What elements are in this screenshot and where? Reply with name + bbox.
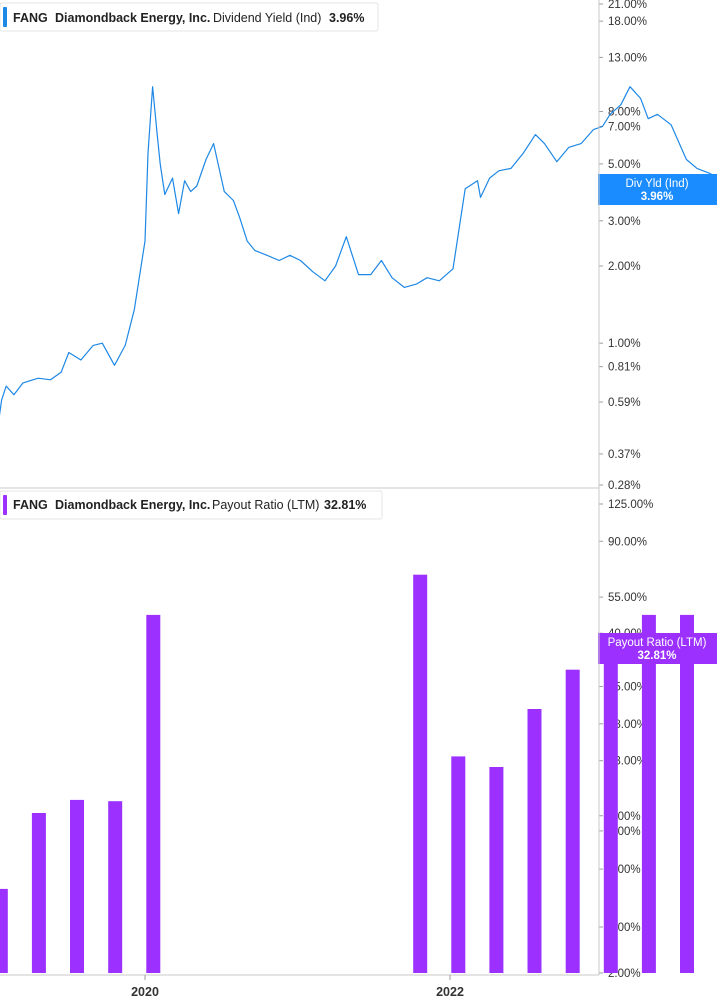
badge-background [598, 174, 717, 205]
payout-bar [0, 888, 8, 973]
payout-ratio-panel: 125.00%90.00%55.00%40.00%25.00%18.00%13.… [0, 490, 717, 980]
y-tick-label: 21.00% [608, 0, 647, 11]
legend-swatch [3, 495, 7, 515]
y-tick-label: 125.00% [608, 499, 653, 511]
payout-bar [31, 813, 46, 973]
legend-metric: Dividend Yield (Ind) [213, 11, 321, 25]
x-axis: 202020222024 [131, 975, 464, 999]
legend-box [0, 490, 383, 520]
legend-box [0, 2, 379, 32]
y-tick-label: 0.37% [608, 449, 641, 461]
legend-company: Diamondback Energy, Inc. [55, 11, 210, 25]
y-tick-label: 1.00% [608, 338, 641, 350]
x-tick-label: 2020 [131, 985, 159, 999]
y-tick-label: 55.00% [608, 592, 647, 604]
badge-background [598, 633, 717, 664]
y-tick-label: 2.00% [608, 261, 641, 273]
y-tick-label: 0.81% [608, 362, 641, 374]
badge-label: Div Yld (Ind) [625, 178, 688, 190]
badge-value: 32.81% [637, 650, 676, 662]
payout-ratio-badge: Payout Ratio (LTM) 32.81% [598, 633, 717, 664]
legend-ticker: FANG [13, 11, 48, 25]
y-tick-label: 0.59% [608, 397, 641, 409]
payout-bar [413, 574, 428, 973]
payout-bar [70, 799, 84, 973]
dividend-yield-badge: Div Yld (Ind) 3.96% [598, 174, 717, 205]
payout-bar [451, 756, 466, 973]
y-tick-label: 90.00% [608, 536, 647, 548]
payout-ratio-bars [0, 574, 694, 973]
payout-bar [108, 801, 123, 973]
payout-bar [603, 648, 618, 973]
payout-ratio-legend: FANG Diamondback Energy, Inc. Payout Rat… [0, 490, 383, 520]
legend-value: 3.96% [329, 11, 364, 25]
x-tick-label: 2022 [436, 985, 464, 999]
dividend-yield-line [0, 86, 717, 416]
y-tick-label: 3.00% [608, 216, 641, 228]
badge-label: Payout Ratio (LTM) [608, 637, 707, 649]
legend-swatch [3, 7, 7, 27]
legend-company: Diamondback Energy, Inc. [55, 498, 210, 512]
y-tick-label: 18.00% [608, 16, 647, 28]
payout-bar [641, 614, 656, 973]
dividend-yield-legend: FANG Diamondback Energy, Inc. Dividend Y… [0, 2, 379, 32]
legend-value: 32.81% [324, 498, 366, 512]
y-tick-label: 13.00% [608, 52, 647, 64]
payout-bar [527, 709, 542, 973]
y-tick-label: 5.00% [608, 159, 641, 171]
payout-bar [489, 767, 504, 973]
badge-value: 3.96% [641, 191, 674, 203]
payout-bar [680, 614, 694, 973]
dividend-yield-panel: 21.00%18.00%13.00%8.00%7.00%5.00%3.00%2.… [0, 0, 717, 492]
legend-metric: Payout Ratio (LTM) [212, 498, 319, 512]
legend-ticker: FANG [13, 498, 48, 512]
payout-bar [565, 669, 580, 973]
y-tick-label: 7.00% [608, 121, 641, 133]
payout-bar [146, 614, 161, 973]
y-tick-label: 0.28% [608, 480, 641, 492]
